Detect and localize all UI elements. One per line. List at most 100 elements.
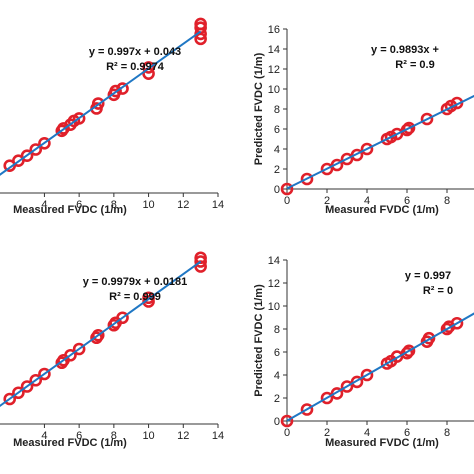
x-tick-label: 4: [364, 195, 370, 207]
scatter-panel-top-right: 0 2 4 6 8 0 2 4 6 8 10 12 14 16 Measured FVDC (1/m) Pre…: [253, 24, 474, 216]
x-axis-label: Measured FVDC (1/m): [13, 437, 127, 449]
data-point: [64, 348, 77, 362]
scatter-panel-top-left: 4 6 8 10 12 14 Measured FVDC (1/m) y = 0.997x +…: [0, 17, 224, 216]
y-tick-label: 4: [274, 370, 280, 382]
data-point: [91, 97, 105, 110]
y-tick-label: 8: [274, 104, 280, 116]
y-tick-label: 16: [268, 24, 280, 36]
data-point: [3, 392, 17, 406]
data-point: [91, 328, 105, 342]
x-tick-label: 4: [41, 199, 47, 211]
data-point: [280, 414, 294, 428]
data-point: [20, 149, 34, 163]
y-tick-label: 12: [268, 64, 280, 76]
y-tick-label: 10: [268, 301, 280, 313]
x-tick-label: 14: [212, 199, 224, 211]
x-tick-label: 8: [444, 195, 450, 207]
x-axis-label: Measured FVDC (1/m): [325, 204, 439, 216]
data-point: [280, 182, 294, 196]
y-tick-label: 8: [274, 324, 280, 336]
fit-line: [286, 94, 474, 190]
y-tick-label: 0: [274, 184, 280, 196]
x-tick-label: 6: [76, 199, 82, 211]
x-tick-label: 6: [404, 195, 410, 207]
data-point: [38, 367, 51, 381]
data-point: [320, 391, 334, 405]
x-tick-label: 6: [404, 427, 410, 439]
data-point: [340, 152, 354, 166]
data-point: [450, 316, 464, 330]
x-axis-label: Measured FVDC (1/m): [325, 437, 439, 449]
data-point: [402, 344, 416, 358]
fit-line: [0, 30, 202, 176]
data-point: [300, 172, 314, 186]
x-tick-label: 4: [364, 427, 370, 439]
data-point: [400, 346, 414, 360]
data-point: [300, 403, 314, 416]
y-axis-label: Predicted FVDC (1/m): [253, 284, 265, 397]
fit-line: [286, 312, 474, 422]
fit-equation: y = 0.9979x + 0.0181: [83, 276, 188, 288]
data-point: [350, 148, 364, 162]
fit-equation: y = 0.997x + 0.043: [89, 46, 181, 58]
data-point: [142, 291, 155, 305]
r-squared-label: R² = 0.9: [395, 59, 434, 71]
data-point: [390, 127, 404, 141]
x-tick-label: 0: [284, 427, 290, 439]
y-tick-label: 6: [274, 124, 280, 136]
data-point: [72, 342, 86, 356]
x-tick-label: 8: [111, 430, 117, 442]
data-point: [116, 82, 129, 95]
data-point: [142, 61, 155, 74]
fit-equation: y = 0.9893x +: [371, 44, 439, 56]
x-axis-label: Measured FVDC (1/m): [13, 204, 127, 216]
r-squared-label: R² = 0: [423, 285, 453, 297]
data-point: [360, 142, 374, 156]
fit-line: [0, 260, 202, 408]
x-tick-label: 10: [142, 430, 154, 442]
x-tick-label: 12: [177, 430, 189, 442]
data-point: [72, 112, 86, 125]
data-point: [422, 331, 436, 345]
x-tick-label: 0: [284, 195, 290, 207]
x-tick-label: 8: [444, 427, 450, 439]
data-point: [29, 143, 43, 156]
data-point: [320, 162, 334, 176]
scatter-panel-bottom-right: 0 2 4 6 8 0 2 4 6 8 10 12 14 Measured FVDC (1/m) Predi…: [253, 255, 474, 449]
fit-equation: y = 0.997: [405, 270, 451, 282]
data-point: [384, 130, 398, 144]
x-tick-label: 12: [177, 199, 189, 211]
y-tick-label: 2: [274, 164, 280, 176]
data-point: [340, 380, 354, 393]
data-point: [12, 386, 25, 400]
y-tick-label: 0: [274, 416, 280, 428]
data-point: [20, 380, 34, 393]
y-tick-label: 14: [268, 44, 280, 56]
data-point: [400, 123, 414, 137]
x-tick-label: 14: [212, 430, 224, 442]
x-tick-label: 4: [41, 430, 47, 442]
x-tick-label: 2: [324, 195, 330, 207]
x-tick-label: 2: [324, 427, 330, 439]
x-tick-label: 6: [76, 430, 82, 442]
y-tick-label: 10: [268, 84, 280, 96]
x-tick-label: 10: [142, 199, 154, 211]
data-point: [116, 311, 129, 325]
data-point: [440, 322, 454, 336]
y-axis-label: Predicted FVDC (1/m): [253, 52, 265, 165]
data-point: [38, 136, 51, 150]
r-squared-label: R² = 0.9974: [106, 61, 165, 73]
y-tick-label: 12: [268, 278, 280, 290]
x-tick-label: 8: [111, 199, 117, 211]
y-tick-label: 6: [274, 347, 280, 359]
r-squared-label: R² = 0.999: [109, 291, 161, 303]
data-point: [350, 375, 364, 389]
data-point: [360, 368, 374, 382]
scatter-panel-bottom-left: 4 6 8 10 12 14 Measured FVDC (1/m) y = 0.9979x …: [0, 251, 224, 449]
y-tick-label: 2: [274, 393, 280, 405]
data-point: [29, 373, 43, 387]
y-tick-label: 4: [274, 144, 280, 156]
data-point: [402, 121, 416, 135]
y-tick-label: 14: [268, 255, 280, 267]
